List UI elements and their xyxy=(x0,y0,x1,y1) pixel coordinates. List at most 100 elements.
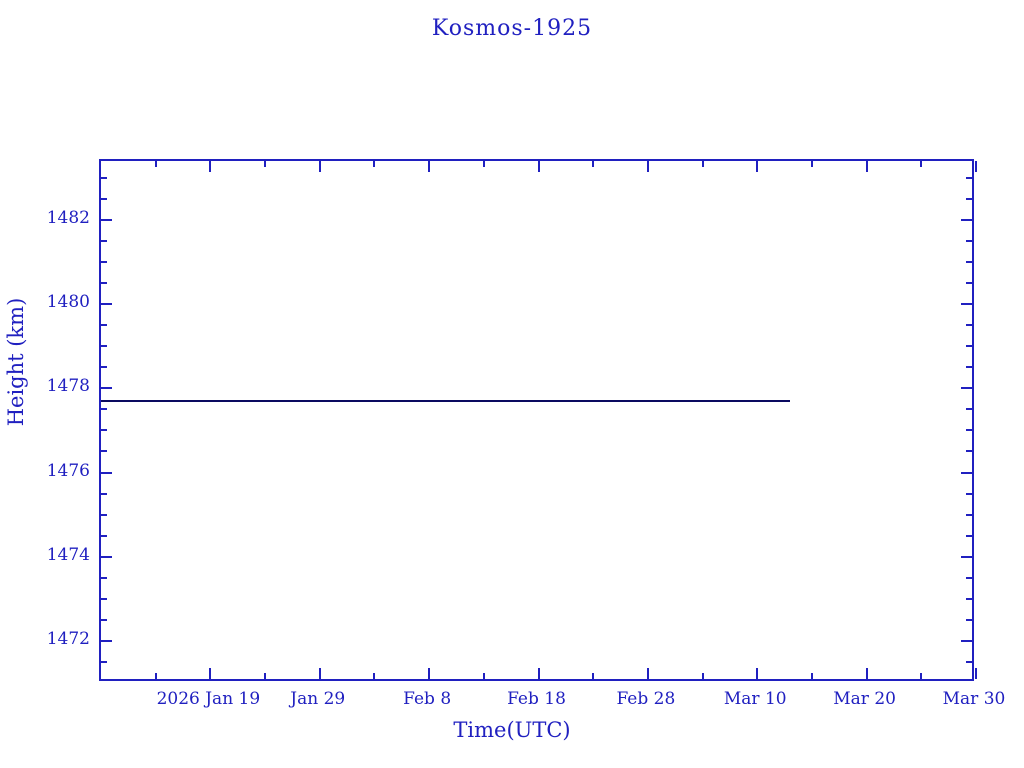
y-tick-label: 1480 xyxy=(46,292,90,313)
y-major-tick-right xyxy=(961,471,972,474)
y-minor-tick-right xyxy=(966,345,972,348)
y-minor-tick-right xyxy=(966,597,972,600)
chart-title: Kosmos-1925 xyxy=(431,16,593,41)
y-minor-tick-left xyxy=(101,597,107,600)
y-major-tick-right xyxy=(961,218,972,221)
x-minor-tick-bottom xyxy=(810,673,813,679)
x-major-tick-top xyxy=(756,161,759,172)
y-minor-tick-right xyxy=(966,450,972,453)
plot-inner xyxy=(101,161,972,679)
y-major-tick-left xyxy=(101,218,112,221)
x-major-tick-top xyxy=(209,161,212,172)
x-major-tick-top xyxy=(865,161,868,172)
x-axis-title: Time(UTC) xyxy=(453,718,571,742)
x-major-tick-top xyxy=(428,161,431,172)
x-tick-label: 2026 Jan 19 xyxy=(156,689,261,709)
y-minor-tick-left xyxy=(101,429,107,432)
y-minor-tick-right xyxy=(966,176,972,179)
y-tick-label: 1476 xyxy=(46,460,90,481)
y-major-tick-left xyxy=(101,639,112,642)
plot-area xyxy=(99,159,977,681)
x-tick-label: Feb 28 xyxy=(616,689,676,709)
x-tick-label: Jan 29 xyxy=(290,689,346,709)
y-minor-tick-left xyxy=(101,345,107,348)
height-series-line xyxy=(101,399,790,402)
y-minor-tick-left xyxy=(101,534,107,537)
y-minor-tick-left xyxy=(101,282,107,285)
x-major-tick-bottom xyxy=(318,668,321,679)
y-minor-tick-left xyxy=(101,408,107,411)
x-tick-label: Mar 20 xyxy=(833,689,896,709)
y-minor-tick-right xyxy=(966,324,972,327)
y-major-tick-left xyxy=(101,471,112,474)
x-minor-tick-top xyxy=(701,161,704,167)
x-major-tick-bottom xyxy=(646,668,649,679)
y-tick-label: 1478 xyxy=(46,376,90,397)
y-major-tick-left xyxy=(101,555,112,558)
x-major-tick-top xyxy=(318,161,321,172)
x-minor-tick-bottom xyxy=(920,673,923,679)
x-major-tick-bottom xyxy=(209,668,212,679)
y-minor-tick-right xyxy=(966,408,972,411)
y-major-tick-right xyxy=(961,387,972,390)
x-major-tick-top xyxy=(537,161,540,172)
y-tick-label: 1482 xyxy=(46,207,90,228)
x-minor-tick-bottom xyxy=(264,673,267,679)
y-major-tick-right xyxy=(961,555,972,558)
y-minor-tick-right xyxy=(966,239,972,242)
x-minor-tick-top xyxy=(264,161,267,167)
x-minor-tick-bottom xyxy=(154,673,157,679)
x-tick-label: Feb 8 xyxy=(403,689,452,709)
y-tick-label: 1472 xyxy=(46,628,90,649)
y-minor-tick-left xyxy=(101,660,107,663)
y-minor-tick-right xyxy=(966,492,972,495)
y-minor-tick-right xyxy=(966,618,972,621)
y-major-tick-left xyxy=(101,303,112,306)
y-minor-tick-right xyxy=(966,576,972,579)
y-minor-tick-left xyxy=(101,450,107,453)
y-minor-tick-left xyxy=(101,239,107,242)
y-minor-tick-left xyxy=(101,261,107,264)
y-minor-tick-right xyxy=(966,197,972,200)
x-minor-tick-bottom xyxy=(482,673,485,679)
y-major-tick-left xyxy=(101,387,112,390)
y-minor-tick-left xyxy=(101,197,107,200)
x-major-tick-bottom xyxy=(975,668,977,679)
y-minor-tick-right xyxy=(966,513,972,516)
y-axis-title: Height (km) xyxy=(4,297,28,427)
x-minor-tick-bottom xyxy=(701,673,704,679)
y-minor-tick-left xyxy=(101,366,107,369)
y-minor-tick-right xyxy=(966,261,972,264)
x-minor-tick-top xyxy=(592,161,595,167)
x-minor-tick-top xyxy=(920,161,923,167)
x-tick-label: Mar 10 xyxy=(723,689,787,709)
x-major-tick-bottom xyxy=(428,668,431,679)
y-minor-tick-left xyxy=(101,492,107,495)
x-major-tick-top xyxy=(975,161,977,172)
x-major-tick-bottom xyxy=(537,668,540,679)
y-tick-label: 1474 xyxy=(46,544,90,565)
y-minor-tick-right xyxy=(966,660,972,663)
y-minor-tick-left xyxy=(101,618,107,621)
y-minor-tick-right xyxy=(966,429,972,432)
x-tick-label: Mar 30 xyxy=(942,689,1006,709)
x-major-tick-bottom xyxy=(865,668,868,679)
x-minor-tick-bottom xyxy=(373,673,376,679)
x-major-tick-top xyxy=(646,161,649,172)
y-minor-tick-left xyxy=(101,176,107,179)
y-major-tick-right xyxy=(961,303,972,306)
x-major-tick-bottom xyxy=(756,668,759,679)
y-minor-tick-left xyxy=(101,513,107,516)
x-minor-tick-top xyxy=(810,161,813,167)
x-tick-label: Feb 18 xyxy=(507,689,566,709)
x-minor-tick-top xyxy=(373,161,376,167)
y-minor-tick-right xyxy=(966,282,972,285)
y-minor-tick-right xyxy=(966,534,972,537)
y-minor-tick-right xyxy=(966,366,972,369)
y-minor-tick-left xyxy=(101,324,107,327)
x-minor-tick-bottom xyxy=(592,673,595,679)
y-major-tick-right xyxy=(961,639,972,642)
y-minor-tick-left xyxy=(101,576,107,579)
x-minor-tick-top xyxy=(482,161,485,167)
x-minor-tick-top xyxy=(154,161,157,167)
